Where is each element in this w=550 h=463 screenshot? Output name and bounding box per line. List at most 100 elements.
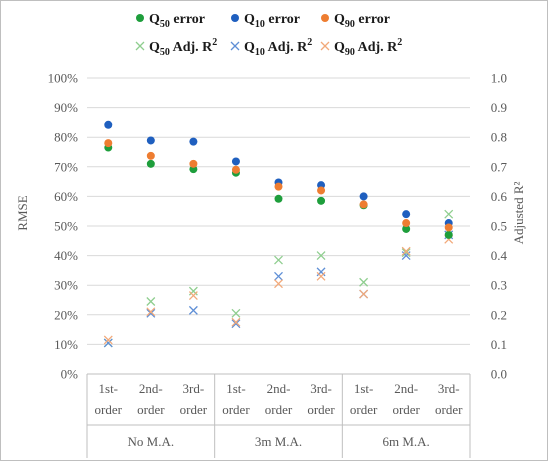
left-tick-label: 20% <box>54 307 78 322</box>
category-label-line1: 3rd- <box>438 381 460 396</box>
data-point <box>359 192 368 201</box>
legend-item: Q90 error <box>321 12 390 30</box>
group-label: No M.A. <box>128 434 175 449</box>
legend-label: Q90 Adj. R2 <box>334 37 402 58</box>
data-point <box>402 210 411 219</box>
data-point <box>231 157 240 166</box>
data-point <box>402 219 411 228</box>
category-label-line2: order <box>265 402 293 417</box>
data-point-x <box>146 308 156 318</box>
legend-marker <box>231 14 239 22</box>
left-tick-label: 10% <box>54 337 78 352</box>
data-point-x <box>188 291 198 301</box>
left-tick-label: 60% <box>54 189 78 204</box>
data-point-x <box>316 267 326 277</box>
data-point-x <box>316 271 326 281</box>
right-tick-label: 0.2 <box>491 307 507 322</box>
data-point-x <box>231 317 241 327</box>
left-tick-label: 50% <box>54 219 78 234</box>
right-tick-label: 0.6 <box>491 189 508 204</box>
legend-label: Q90 error <box>334 12 390 30</box>
data-point-x <box>401 248 411 258</box>
data-point-x <box>401 246 411 256</box>
category-label-line2: order <box>137 402 165 417</box>
category-label-line1: 2nd- <box>139 381 163 396</box>
left-tick-label: 90% <box>54 100 78 115</box>
legend: Q50 error Q10 error Q90 error Q50 Adj. R2 Q1… <box>135 12 402 58</box>
legend-marker <box>320 41 330 51</box>
right-tick-label: 1.0 <box>491 71 507 86</box>
data-point <box>231 165 240 174</box>
category-label-line2: order <box>307 402 335 417</box>
data-point <box>274 194 283 203</box>
legend-marker <box>230 41 240 51</box>
data-point-x <box>231 308 241 318</box>
data-point <box>274 182 283 191</box>
data-point <box>104 120 113 129</box>
data-point <box>317 196 326 205</box>
data-point <box>146 151 155 160</box>
category-label-line1: 1st- <box>99 381 119 396</box>
data-point-x <box>359 289 369 299</box>
legend-item: Q90 Adj. R2 <box>320 37 402 58</box>
data-point <box>146 159 155 168</box>
data-point-x <box>188 305 198 315</box>
right-axis-ticks: 0.0 0.1 0.2 0.3 0.4 0.5 0.6 0.7 0.8 0.9 1.0 <box>491 71 508 382</box>
data-point-x <box>444 209 454 219</box>
category-label-line1: 3rd- <box>310 381 332 396</box>
category-label-line2: order <box>392 402 420 417</box>
data-point-x <box>231 319 241 329</box>
left-tick-label: 0% <box>61 367 79 382</box>
group-label: 6m M.A. <box>383 434 430 449</box>
data-point-x <box>103 335 113 345</box>
data-point <box>444 230 453 239</box>
left-axis-ticks: 0% 10% 20% 30% 40% 50% 60% 70% 80% 90% 100% <box>48 71 79 382</box>
right-tick-label: 0.5 <box>491 219 507 234</box>
left-axis-title: RMSE <box>15 195 30 230</box>
data-point <box>359 200 368 209</box>
right-tick-label: 0.1 <box>491 337 507 352</box>
data-point-x <box>359 277 369 287</box>
data-point-x <box>274 255 283 265</box>
group-label: 3m M.A. <box>255 434 302 449</box>
right-tick-label: 0.0 <box>491 367 507 382</box>
category-label-line2: order <box>95 402 123 417</box>
right-axis-title: Adjusted R² <box>511 182 526 245</box>
right-tick-label: 0.4 <box>491 248 508 263</box>
right-tick-label: 0.8 <box>491 130 507 145</box>
left-tick-label: 80% <box>54 130 78 145</box>
data-point <box>317 186 326 195</box>
data-point-x <box>274 279 283 289</box>
left-tick-label: 100% <box>48 71 79 86</box>
data-point <box>189 159 198 168</box>
data-point-x <box>274 271 283 281</box>
left-tick-label: 70% <box>54 159 78 174</box>
category-label-line1: 2nd- <box>394 381 418 396</box>
category-axis: 1st-order 2nd-order 3rd-order 1st-order 2nd-… <box>86 374 471 458</box>
category-label-line1: 3rd- <box>183 381 205 396</box>
right-tick-label: 0.3 <box>491 278 507 293</box>
legend-marker <box>135 41 145 51</box>
data-point-x <box>146 307 156 317</box>
data-point-x <box>316 251 326 261</box>
legend-item: Q10 Adj. R2 <box>230 37 312 58</box>
legend-item: Q10 error <box>231 12 300 30</box>
data-marks <box>103 120 454 348</box>
right-tick-label: 0.9 <box>491 100 507 115</box>
category-label-line2: order <box>180 402 208 417</box>
data-point-x <box>146 297 156 306</box>
category-label-line1: 1st- <box>226 381 246 396</box>
category-label-line1: 2nd- <box>267 381 291 396</box>
left-tick-label: 40% <box>54 248 78 263</box>
legend-marker <box>136 14 144 22</box>
category-label-line2: order <box>222 402 250 417</box>
legend-label: Q10 Adj. R2 <box>244 37 312 58</box>
data-point-x <box>103 338 113 348</box>
right-tick-label: 0.7 <box>491 159 508 174</box>
category-label-line2: order <box>350 402 378 417</box>
data-point <box>402 224 411 233</box>
legend-item: Q50 Adj. R2 <box>135 37 217 58</box>
left-tick-label: 30% <box>54 278 78 293</box>
